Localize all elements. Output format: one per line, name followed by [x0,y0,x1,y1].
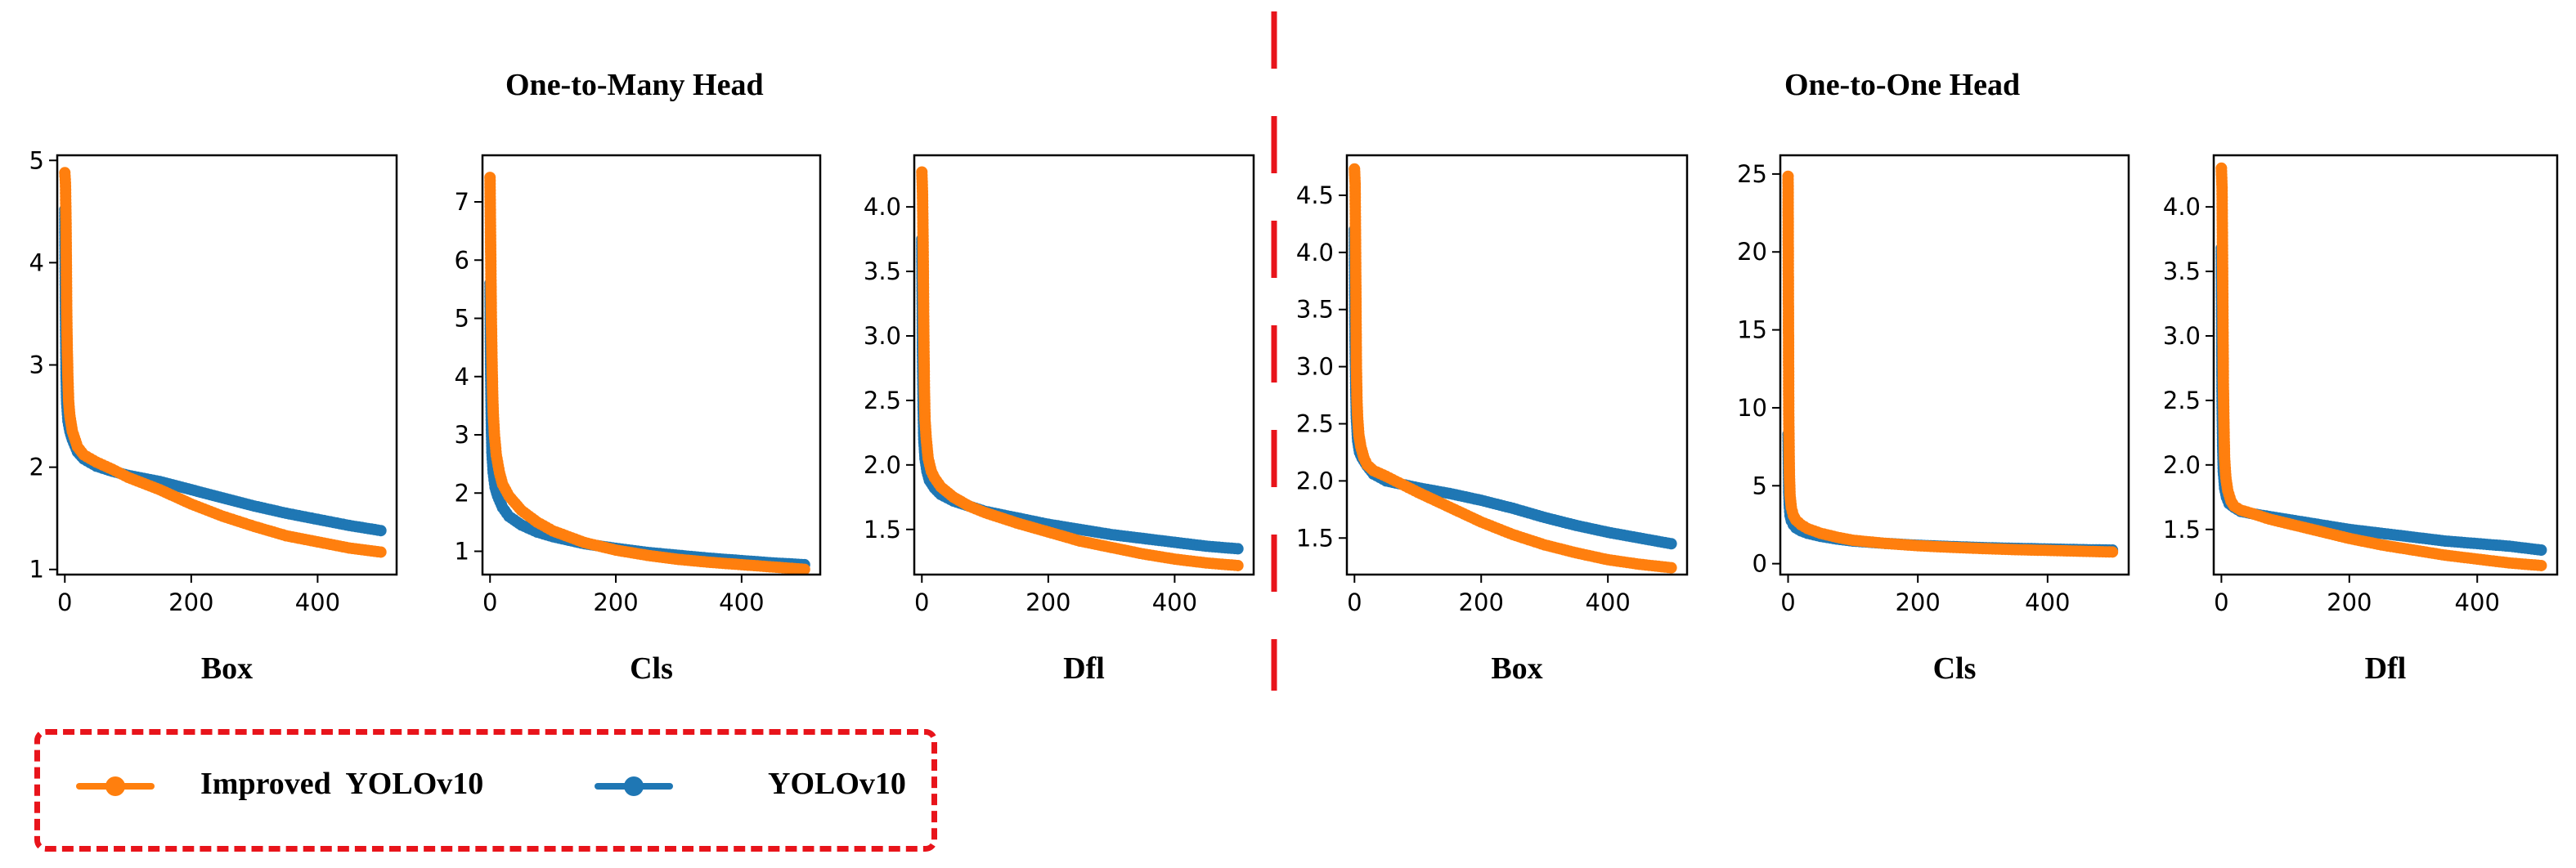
y-tick-label: 5 [29,146,44,174]
x-tick-label: 200 [2327,588,2372,616]
x-tick-label: 200 [168,588,213,616]
legend-label-base: YOLOv10 [768,767,906,801]
y-tick-label: 2.0 [2163,451,2201,479]
chart-panel-1: 0 200 400 1 2 3 4 5 Box [29,146,398,686]
x-tick-label: 0 [2214,588,2228,616]
data-point [375,546,387,558]
plot-frame [913,154,1255,576]
x-tick-label: 0 [57,588,72,616]
legend-marker-improved [105,776,125,796]
x-tick-label: 200 [593,588,638,616]
y-tick-label: 4.5 [1296,181,1334,209]
plot-frame [2212,154,2559,576]
data-point [1665,562,1677,574]
y-tick-label: 2.0 [1296,467,1334,494]
x-tick-label: 0 [482,588,497,616]
legend: Improved YOLOv10 YOLOv10 [34,729,937,852]
x-tick-label: 200 [1025,588,1070,616]
legend-marker-base [624,776,644,796]
data-point [1665,538,1677,550]
chart-panel-3: 0 200 400 1.5 2.0 2.5 3.0 3.5 4.0 Dfl [864,154,1255,686]
y-tick-label: 4.0 [1296,239,1334,266]
chart-panel-4: 0 200 400 1.5 2.0 2.5 3.0 3.5 4.0 4.5 Box [1296,154,1689,686]
y-tick-label: 4.0 [2163,193,2201,221]
x-tick-label: 0 [1780,588,1795,616]
data-point [1232,543,1244,555]
data-point [2535,544,2547,557]
data-point [2535,559,2547,571]
plot-frame [56,154,398,576]
x-axis-label: Cls [630,651,673,686]
y-tick-label: 1.5 [1296,524,1334,552]
y-tick-label: 0 [1752,550,1767,578]
plot-frame [1779,154,2130,576]
x-tick-label: 200 [1459,588,1504,616]
y-tick-label: 1 [455,538,469,566]
series-line-improved [2218,165,2544,569]
y-tick-label: 2.5 [2163,387,2201,414]
x-axis-label: Box [201,651,253,686]
x-tick-label: 400 [719,588,764,616]
y-tick-label: 4 [29,248,44,276]
x-tick-label: 0 [1347,588,1362,616]
chart-panel-5: 0 200 400 0 5 10 15 20 25 Cls [1737,154,2130,686]
x-tick-label: 0 [914,588,929,616]
y-tick-label: 3.5 [1296,296,1334,324]
y-tick-label: 3.5 [2163,257,2201,285]
series-line-base [1350,225,1676,548]
y-tick-label: 1 [29,556,44,584]
y-tick-label: 3 [29,351,44,379]
y-tick-label: 25 [1737,160,1767,188]
x-axis-label: Cls [1933,651,1977,686]
legend-label-improved: Improved YOLOv10 [200,767,484,801]
y-tick-label: 3.5 [864,257,901,285]
series-line-improved [1785,173,2116,555]
y-tick-label: 4.0 [864,193,901,221]
y-tick-label: 2 [29,454,44,481]
series-line-base [2217,244,2546,554]
x-tick-label: 400 [295,588,340,616]
y-tick-label: 3.0 [2163,322,2201,350]
y-tick-label: 20 [1737,238,1767,266]
y-tick-label: 7 [455,188,469,216]
y-tick-label: 1.5 [2163,516,2201,544]
chart-panel-2: 0 200 400 1 2 3 4 5 6 7 Cls [455,154,822,686]
y-tick-label: 3.0 [1296,353,1334,381]
data-point [2107,546,2119,558]
data-point [375,525,387,537]
y-tick-label: 1.5 [864,516,901,544]
y-tick-label: 2 [455,479,469,507]
group-title-one-to-many: One-to-Many Head [505,68,764,102]
y-tick-label: 5 [1752,472,1767,499]
y-tick-label: 2.5 [1296,409,1334,437]
group-title-one-to-one: One-to-One Head [1784,68,2021,102]
x-tick-label: 400 [1152,588,1197,616]
y-tick-label: 4 [455,363,469,391]
y-tick-label: 15 [1737,316,1767,344]
series-line-improved [487,174,808,573]
chart-panel-6: 0 200 400 1.5 2.0 2.5 3.0 3.5 4.0 Dfl [2163,154,2559,686]
y-tick-label: 5 [455,305,469,333]
plot-frame [481,154,822,576]
x-tick-label: 400 [2025,588,2070,616]
y-tick-label: 2.0 [864,451,901,479]
y-tick-label: 10 [1737,394,1767,422]
y-tick-label: 3 [455,421,469,449]
x-axis-label: Dfl [2365,651,2407,686]
x-axis-label: Box [1491,651,1542,686]
y-tick-label: 3.0 [864,322,901,350]
x-tick-label: 400 [2455,588,2500,616]
data-point [1232,559,1244,571]
x-tick-label: 400 [1585,588,1630,616]
series-line-base [61,205,385,535]
y-tick-label: 2.5 [864,387,901,414]
x-axis-label: Dfl [1063,651,1105,686]
plot-frame [1345,154,1689,576]
data-point [798,563,810,575]
y-tick-label: 6 [455,246,469,274]
head-divider [1271,11,1277,691]
x-tick-label: 200 [1895,588,1940,616]
